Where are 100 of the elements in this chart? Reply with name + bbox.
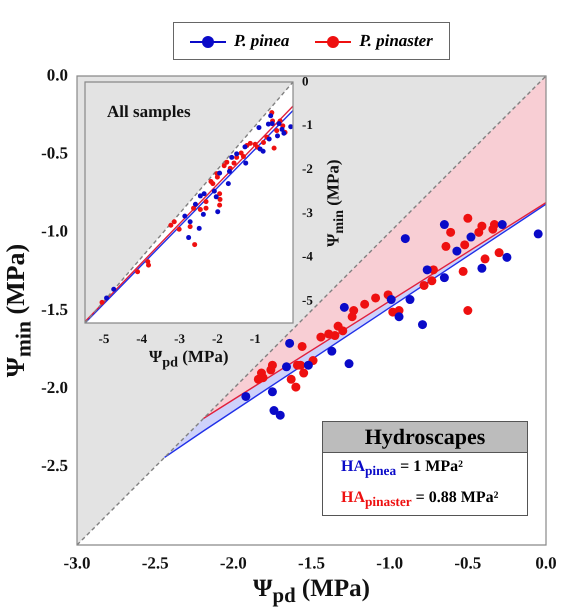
point	[232, 160, 237, 166]
point	[285, 338, 294, 348]
point	[270, 121, 275, 126]
point	[420, 280, 429, 290]
x-tick-label: 0.0	[535, 554, 557, 573]
point	[214, 174, 220, 180]
point	[238, 150, 244, 156]
point	[477, 222, 486, 231]
x-tick-label: -2.0	[220, 554, 247, 573]
point	[186, 235, 192, 240]
point	[274, 128, 280, 134]
point	[349, 306, 358, 315]
point	[268, 113, 274, 118]
point	[338, 326, 348, 336]
point	[234, 151, 240, 156]
point	[340, 302, 349, 312]
point	[256, 125, 262, 130]
point	[222, 163, 227, 168]
y-tick-label: -0.5	[41, 144, 68, 163]
point	[441, 242, 450, 251]
point	[498, 220, 507, 230]
point	[260, 148, 266, 154]
point	[198, 207, 203, 212]
annotation: HA$_{pinea}$ = 1 MPa²	[340, 457, 464, 480]
point	[274, 133, 280, 138]
x-axis-title: Ψ$_{pd}$ (MPa)	[149, 347, 229, 372]
point	[304, 360, 313, 370]
point	[299, 368, 308, 378]
note-header: Hydroscapes	[323, 422, 527, 453]
point	[280, 126, 285, 132]
point	[168, 222, 174, 228]
point	[440, 220, 449, 230]
point	[458, 266, 468, 276]
point	[212, 188, 217, 194]
point	[291, 382, 300, 392]
point	[534, 229, 543, 238]
y-tick-label: -2.5	[41, 456, 68, 476]
x-tick-label: -1.0	[376, 554, 404, 573]
point	[502, 252, 512, 262]
point	[204, 199, 209, 204]
point	[282, 362, 291, 372]
point	[286, 374, 296, 384]
point	[210, 181, 216, 186]
point	[241, 392, 250, 401]
point	[146, 262, 152, 268]
point	[217, 191, 222, 196]
point	[371, 293, 380, 302]
note-box: Hydroscapes HA$_{pinea}$ = 1 MPa² HA$_{pinaster}$ = 0.88 MPa²	[322, 421, 528, 516]
point	[196, 226, 202, 231]
point	[176, 226, 182, 232]
point	[198, 193, 203, 198]
point	[214, 194, 219, 200]
point	[218, 196, 223, 202]
point	[400, 234, 410, 244]
x-tick-label: -3	[174, 331, 186, 346]
y-tick-label: -2.0	[41, 378, 68, 398]
point	[111, 286, 116, 292]
point	[226, 168, 232, 174]
legend-label: P. pinea	[234, 31, 290, 50]
point	[224, 160, 230, 165]
point	[477, 264, 486, 273]
point	[217, 170, 222, 176]
x-tick-label: -0.5	[454, 554, 482, 573]
point	[261, 140, 266, 145]
y-tick-label: -1.5	[41, 300, 68, 319]
x-axis-title: Ψ$_{pd}$ (MPa)	[253, 575, 370, 608]
point	[191, 206, 196, 211]
point	[269, 406, 278, 416]
point	[104, 296, 110, 301]
point	[272, 146, 277, 151]
point	[344, 359, 354, 368]
x-tick-label: -1	[250, 331, 261, 346]
point	[480, 254, 490, 264]
point	[276, 121, 282, 126]
point	[192, 202, 198, 207]
point	[268, 360, 277, 370]
point	[240, 154, 246, 159]
point	[217, 202, 222, 208]
y-tick-label: 0.0	[46, 65, 68, 84]
point	[427, 276, 436, 286]
point	[100, 300, 105, 305]
point	[226, 181, 231, 186]
y-tick-label: -2	[302, 160, 313, 176]
y-tick-label: -1	[302, 117, 313, 132]
y-tick-label: -4	[302, 248, 314, 264]
legend-label: P. pinaster	[359, 31, 433, 50]
point	[215, 209, 220, 214]
point	[327, 346, 336, 356]
point	[460, 240, 470, 250]
point	[440, 273, 449, 282]
x-tick-label: -4	[136, 331, 148, 346]
point	[229, 154, 234, 160]
annotation: HA$_{pinaster}$ = 0.88 MPa²	[340, 488, 500, 512]
point	[188, 219, 193, 224]
point	[200, 212, 206, 217]
point	[490, 220, 499, 230]
x-tick-label: -2	[212, 331, 223, 346]
y-tick-label: -5	[302, 292, 314, 308]
point	[182, 214, 188, 219]
point	[298, 342, 307, 351]
